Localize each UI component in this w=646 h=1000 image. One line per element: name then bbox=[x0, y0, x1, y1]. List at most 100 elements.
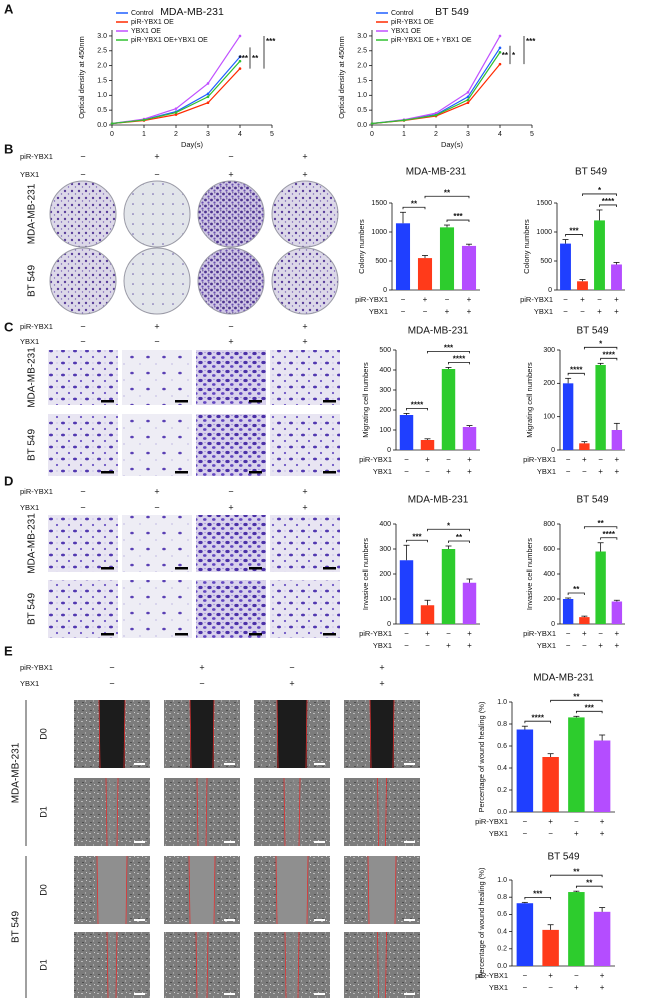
wound-edge bbox=[367, 855, 370, 925]
y-axis-label: Migrating cell numbers bbox=[525, 362, 534, 438]
condition-name: piR-YBX1 bbox=[520, 295, 553, 304]
condition-sign: + bbox=[598, 467, 603, 476]
transwell-image bbox=[122, 414, 192, 476]
bar bbox=[594, 220, 605, 290]
y-tick-label: 0.0 bbox=[97, 122, 107, 129]
condition-name: piR-YBX1 bbox=[20, 322, 53, 331]
condition-sign: − bbox=[109, 678, 114, 688]
y-tick-label: 800 bbox=[543, 521, 555, 528]
scale-bar bbox=[134, 763, 145, 765]
y-tick-label: 200 bbox=[379, 407, 391, 414]
scale-bar bbox=[314, 763, 325, 765]
y-tick-label: 2.5 bbox=[97, 48, 107, 55]
x-tick-label: 3 bbox=[466, 131, 470, 138]
wound-edge bbox=[305, 699, 308, 769]
wound-edge bbox=[392, 699, 395, 769]
condition-sign: + bbox=[199, 662, 204, 672]
wound-gap bbox=[368, 856, 396, 924]
chart-title: MDA-MB-231 bbox=[406, 167, 467, 178]
y-tick-label: 1.5 bbox=[357, 77, 367, 84]
condition-sign: + bbox=[582, 629, 587, 638]
condition-sign: − bbox=[401, 295, 406, 304]
condition-sign: − bbox=[289, 662, 294, 672]
x-tick-label: 1 bbox=[402, 131, 406, 138]
condition-sign: − bbox=[566, 641, 571, 650]
sig-label: **** bbox=[411, 401, 424, 410]
y-tick-label: 0.0 bbox=[497, 809, 507, 816]
condition-name: piR-YBX1 bbox=[523, 455, 556, 464]
scale-bar bbox=[249, 567, 262, 570]
condition-name: piR-YBX1 bbox=[20, 152, 53, 161]
x-tick-label: 5 bbox=[270, 131, 274, 138]
wound-gap bbox=[99, 700, 125, 768]
chart-title: MDA-MB-231 bbox=[160, 6, 224, 18]
legend-label: piR-YBX1 OE+YBX1 OE bbox=[131, 37, 208, 44]
bar bbox=[579, 443, 590, 450]
sig-label: ** bbox=[502, 51, 509, 60]
y-tick-label: 200 bbox=[543, 596, 555, 603]
sig-label: *** bbox=[453, 212, 463, 221]
sig-label: ** bbox=[586, 878, 593, 887]
bar bbox=[542, 757, 559, 812]
condition-name: piR-YBX1 bbox=[20, 663, 53, 672]
legend-label: Control bbox=[131, 10, 154, 17]
colony-plate bbox=[123, 247, 191, 315]
transwell-image bbox=[196, 350, 266, 405]
y-tick-label: 1000 bbox=[536, 229, 552, 236]
condition-sign: − bbox=[80, 321, 85, 331]
condition-sign: − bbox=[523, 817, 528, 826]
condition-sign: + bbox=[580, 295, 585, 304]
sig-bracket bbox=[583, 346, 618, 350]
condition-sign: − bbox=[446, 629, 451, 638]
sig-bracket bbox=[599, 204, 617, 207]
sig-bracket bbox=[565, 234, 583, 237]
condition-sign: + bbox=[302, 169, 307, 179]
sig-bracket bbox=[600, 537, 618, 540]
sig-bracket bbox=[582, 193, 617, 196]
condition-sign: + bbox=[302, 151, 307, 161]
row-label: BT 549 bbox=[27, 265, 38, 297]
chart-title: BT 549 bbox=[576, 495, 608, 506]
wound-gap bbox=[284, 778, 300, 846]
bar bbox=[420, 605, 435, 624]
condition-sign: − bbox=[580, 307, 585, 316]
condition-sign: + bbox=[467, 295, 472, 304]
y-axis-label: Optical density at 450nm bbox=[77, 36, 86, 119]
scale-bar bbox=[314, 993, 325, 995]
point bbox=[402, 118, 406, 122]
condition-sign: + bbox=[154, 151, 159, 161]
panel-label: D bbox=[4, 473, 13, 488]
point bbox=[434, 113, 438, 117]
sig-bracket bbox=[448, 362, 470, 365]
sig-bracket bbox=[567, 592, 585, 595]
row-label: D0 bbox=[38, 884, 48, 896]
wound-edge bbox=[275, 855, 278, 925]
sig-label: ** bbox=[252, 54, 259, 63]
sig-label: *** bbox=[239, 54, 249, 63]
colony-plate bbox=[271, 180, 339, 248]
y-tick-label: 0.0 bbox=[497, 963, 507, 970]
point bbox=[498, 34, 502, 38]
colony-plate bbox=[197, 180, 265, 248]
condition-sign: + bbox=[614, 307, 619, 316]
scale-bar bbox=[404, 919, 415, 921]
y-tick-label: 400 bbox=[379, 367, 391, 374]
condition-name: YBX1 bbox=[373, 641, 392, 650]
sig-bracket bbox=[575, 885, 603, 889]
row-label: MDA-MB-231 bbox=[27, 513, 38, 574]
wound-gap bbox=[276, 856, 308, 924]
y-tick-label: 0.5 bbox=[97, 107, 107, 114]
sig-bracket bbox=[524, 720, 552, 724]
sig-label: **** bbox=[453, 355, 466, 364]
condition-sign: − bbox=[597, 295, 602, 304]
bar bbox=[399, 560, 414, 624]
y-tick-label: 0.8 bbox=[497, 721, 507, 728]
bar bbox=[439, 227, 455, 290]
condition-sign: + bbox=[574, 829, 579, 838]
condition-sign: − bbox=[523, 983, 528, 992]
bar bbox=[542, 929, 559, 966]
y-axis-label: Percentage of wound healing (%) bbox=[477, 867, 486, 978]
condition-sign: + bbox=[467, 641, 472, 650]
sig-bracket bbox=[406, 408, 428, 411]
x-tick-label: 4 bbox=[238, 131, 242, 138]
